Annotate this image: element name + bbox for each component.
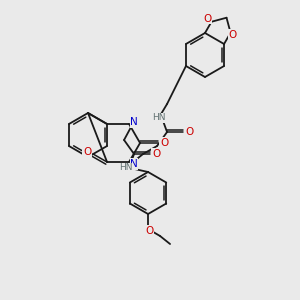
- Text: O: O: [145, 226, 153, 236]
- Text: HN: HN: [152, 113, 166, 122]
- Text: N: N: [130, 117, 138, 127]
- Text: N: N: [130, 159, 138, 169]
- Text: O: O: [83, 147, 91, 157]
- Text: O: O: [160, 138, 168, 148]
- Text: O: O: [203, 14, 211, 24]
- Text: O: O: [228, 30, 237, 40]
- Text: O: O: [185, 127, 193, 137]
- Text: O: O: [152, 149, 160, 159]
- Text: HN: HN: [119, 164, 133, 172]
